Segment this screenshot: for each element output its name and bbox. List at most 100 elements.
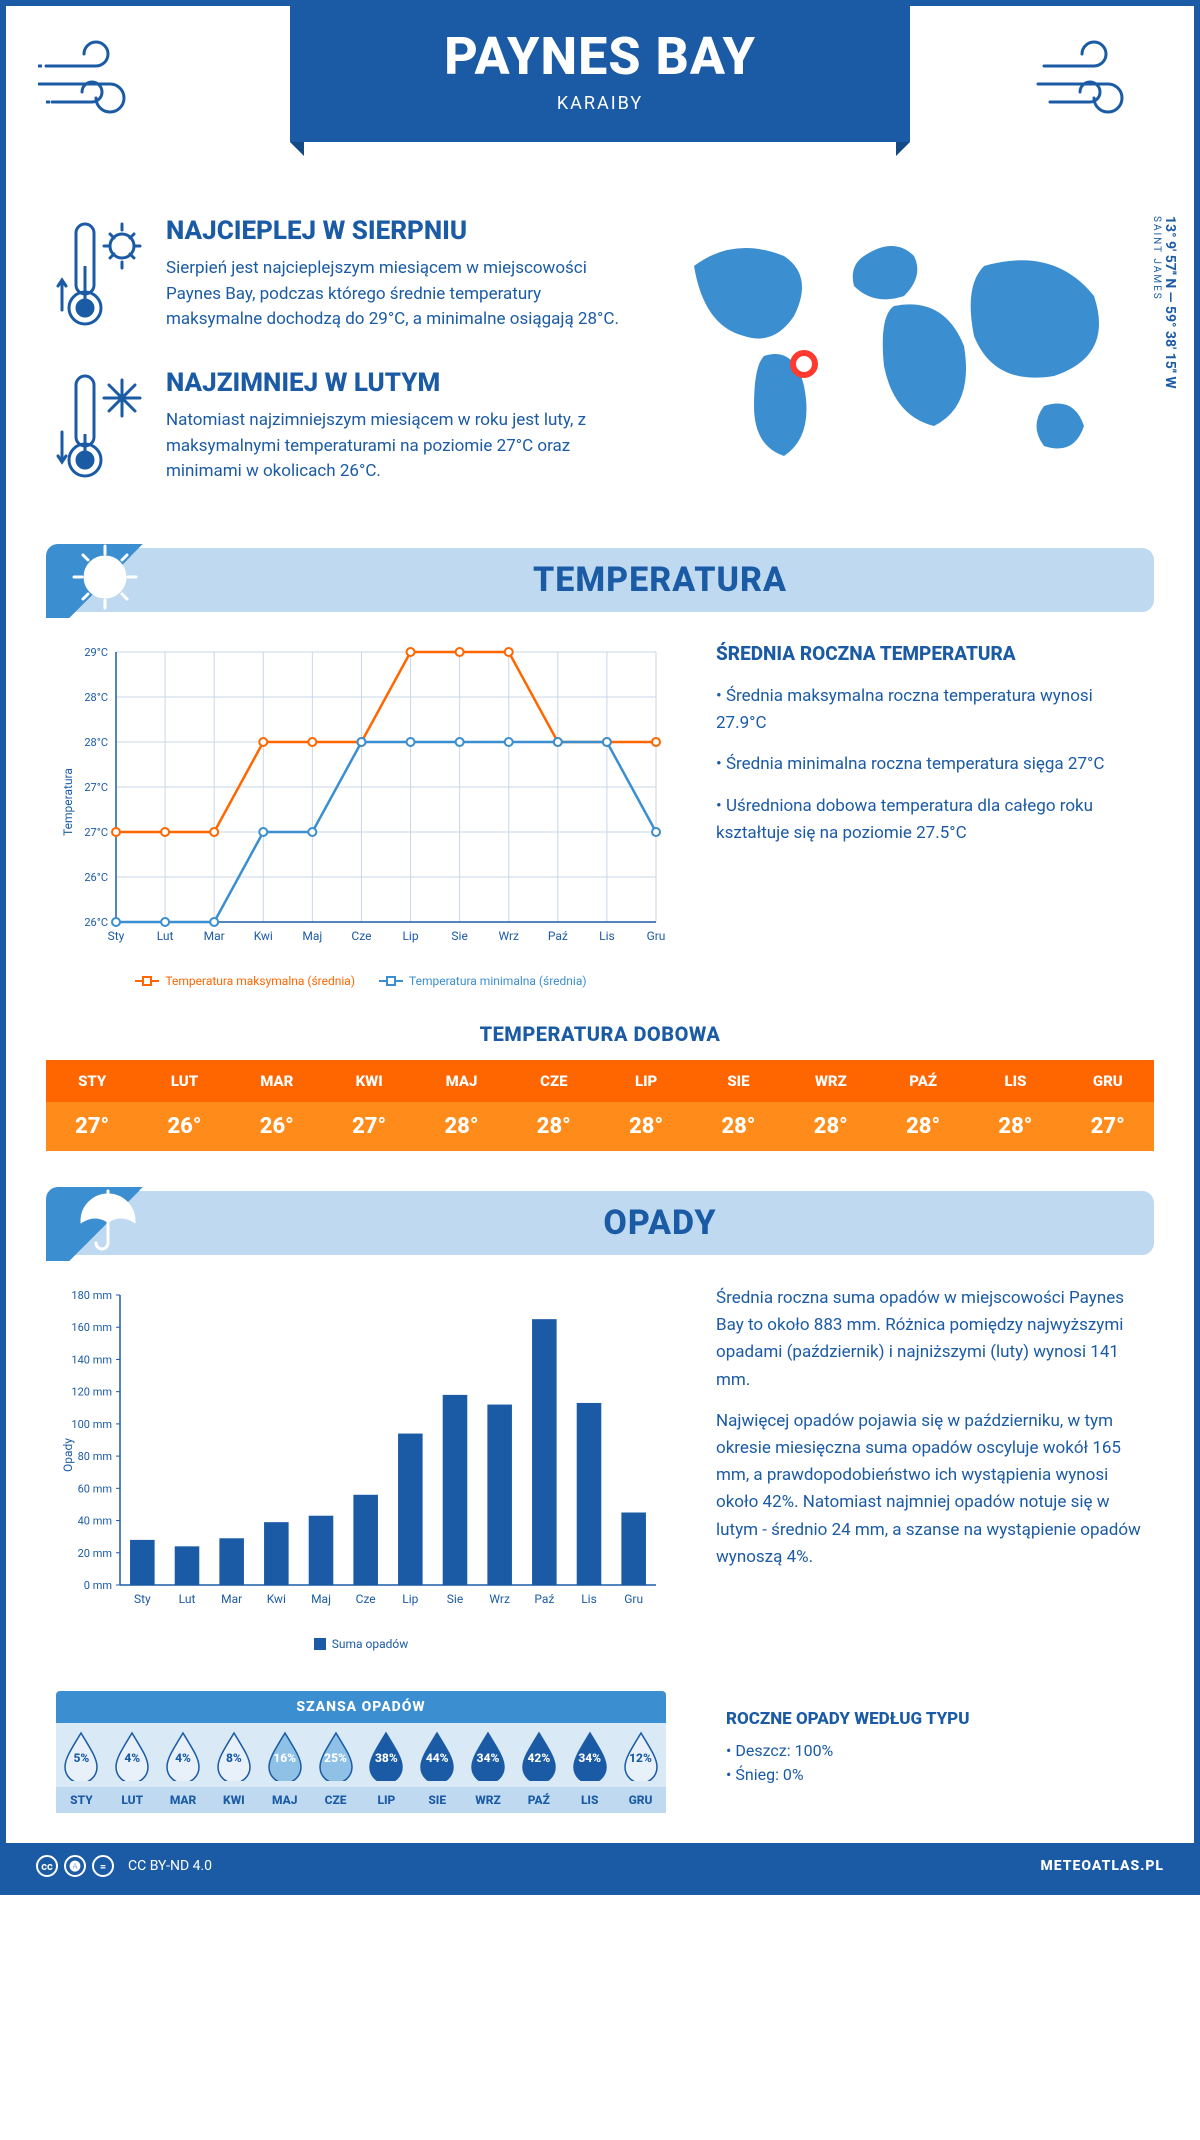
summary-text-col: NAJCIEPLEJ W SIERPNIU Sierpień jest najc… bbox=[56, 216, 624, 520]
temperature-section-header: TEMPERATURA bbox=[46, 548, 1154, 612]
precip-chance-drop: 4% bbox=[158, 1729, 209, 1785]
svg-text:Mar: Mar bbox=[204, 929, 225, 943]
daily-month: GRU bbox=[1062, 1060, 1154, 1102]
svg-text:100 mm: 100 mm bbox=[71, 1418, 112, 1431]
precip-chance-month: LUT bbox=[107, 1787, 158, 1813]
svg-text:Lis: Lis bbox=[599, 929, 615, 943]
temperature-side: ŚREDNIA ROCZNA TEMPERATURA • Średnia mak… bbox=[716, 642, 1144, 988]
world-map: SAINT JAMES 13° 9' 57'' N — 59° 38' 15''… bbox=[664, 216, 1144, 520]
daily-month: PAŹ bbox=[877, 1060, 969, 1102]
precip-chance-drop: 12% bbox=[615, 1729, 666, 1785]
svg-text:Mar: Mar bbox=[221, 1592, 242, 1606]
legend-min: Temperatura minimalna (średnia) bbox=[409, 974, 587, 988]
svg-text:Gru: Gru bbox=[647, 929, 666, 943]
svg-text:Cze: Cze bbox=[351, 929, 371, 943]
daily-month: LUT bbox=[138, 1060, 230, 1102]
daily-value: 28° bbox=[415, 1102, 507, 1151]
coords-text: 13° 9' 57'' N — 59° 38' 15'' W bbox=[1162, 216, 1178, 389]
warmest-title: NAJCIEPLEJ W SIERPNIU bbox=[166, 216, 624, 246]
precip-chance-month: MAR bbox=[158, 1787, 209, 1813]
precip-chance-drop: 34% bbox=[463, 1729, 514, 1785]
precip-chance-month: WRZ bbox=[463, 1787, 514, 1813]
svg-text:Cze: Cze bbox=[356, 1592, 376, 1606]
precipitation-section-title: OPADY bbox=[186, 1203, 1134, 1243]
footer: cc 🅐 = CC BY-ND 4.0 METEOATLAS.PL bbox=[6, 1843, 1194, 1889]
daily-month: KWI bbox=[323, 1060, 415, 1102]
precip-chance-panel: SZANSA OPADÓW 5%4%4%8%16%25%38%44%34%42%… bbox=[56, 1691, 666, 1813]
daily-month: LIP bbox=[600, 1060, 692, 1102]
daily-value: 28° bbox=[877, 1102, 969, 1151]
daily-value: 28° bbox=[969, 1102, 1061, 1151]
precip-p2: Najwięcej opadów pojawia się w październ… bbox=[716, 1408, 1144, 1571]
daily-value: 26° bbox=[231, 1102, 323, 1151]
precip-chance-month: LIP bbox=[361, 1787, 412, 1813]
temperature-legend: Temperatura maksymalna (średnia) Tempera… bbox=[56, 974, 666, 988]
precip-legend: Suma opadów bbox=[332, 1637, 409, 1651]
svg-text:120 mm: 120 mm bbox=[71, 1386, 112, 1399]
svg-text:140 mm: 140 mm bbox=[71, 1353, 112, 1366]
svg-text:26°C: 26°C bbox=[84, 871, 108, 884]
precip-chance-month: KWI bbox=[208, 1787, 259, 1813]
umbrella-icon bbox=[70, 1185, 140, 1255]
precip-type-l1: • Deszcz: 100% bbox=[726, 1739, 1146, 1763]
precip-chance-month: PAŹ bbox=[513, 1787, 564, 1813]
svg-text:0 mm: 0 mm bbox=[84, 1579, 112, 1592]
site-name: METEOATLAS.PL bbox=[1041, 1858, 1164, 1874]
precipitation-side: Średnia roczna suma opadów w miejscowośc… bbox=[716, 1285, 1144, 1651]
temperature-row: 26°C26°C27°C27°C28°C28°C29°CStyLutMarKwi… bbox=[6, 642, 1194, 1008]
daily-month: LIS bbox=[969, 1060, 1061, 1102]
precipitation-row: 0 mm20 mm40 mm60 mm80 mm100 mm120 mm140 … bbox=[6, 1285, 1194, 1671]
daily-value: 28° bbox=[692, 1102, 784, 1151]
precip-type-title: ROCZNE OPADY WEDŁUG TYPU bbox=[726, 1709, 1146, 1729]
temperature-section-title: TEMPERATURA bbox=[186, 560, 1134, 600]
precipitation-chart: 0 mm20 mm40 mm60 mm80 mm100 mm120 mm140 … bbox=[56, 1285, 666, 1651]
svg-text:Maj: Maj bbox=[302, 929, 322, 943]
precip-chance-month: SIE bbox=[412, 1787, 463, 1813]
svg-text:40 mm: 40 mm bbox=[78, 1515, 112, 1528]
svg-text:Wrz: Wrz bbox=[489, 1592, 510, 1606]
svg-text:Lut: Lut bbox=[157, 929, 174, 943]
svg-text:Maj: Maj bbox=[311, 1592, 331, 1606]
coldest-title: NAJZIMNIEJ W LUTYM bbox=[166, 368, 624, 398]
precipitation-section-header: OPADY bbox=[46, 1191, 1154, 1255]
coldest-block: NAJZIMNIEJ W LUTYM Natomiast najzimniejs… bbox=[56, 368, 624, 492]
precip-p1: Średnia roczna suma opadów w miejscowośc… bbox=[716, 1285, 1144, 1394]
svg-text:28°C: 28°C bbox=[84, 736, 108, 749]
daily-month: SIE bbox=[692, 1060, 784, 1102]
daily-value: 27° bbox=[1062, 1102, 1154, 1151]
precip-chance-drop: 25% bbox=[310, 1729, 361, 1785]
warmest-text: Sierpień jest najcieplejszym miesiącem w… bbox=[166, 256, 624, 333]
daily-month: CZE bbox=[508, 1060, 600, 1102]
precip-chance-drop: 5% bbox=[56, 1729, 107, 1785]
svg-text:26°C: 26°C bbox=[84, 916, 108, 929]
daily-month: MAJ bbox=[415, 1060, 507, 1102]
warmest-block: NAJCIEPLEJ W SIERPNIU Sierpień jest najc… bbox=[56, 216, 624, 340]
precip-type-l2: • Śnieg: 0% bbox=[726, 1763, 1146, 1787]
daily-value: 26° bbox=[138, 1102, 230, 1151]
temp-side-b3: • Uśredniona dobowa temperatura dla całe… bbox=[716, 793, 1144, 847]
svg-text:Paź: Paź bbox=[534, 1592, 554, 1606]
daily-value: 28° bbox=[600, 1102, 692, 1151]
svg-text:Gru: Gru bbox=[624, 1592, 643, 1606]
svg-text:20 mm: 20 mm bbox=[78, 1547, 112, 1560]
precip-chance-drop: 8% bbox=[208, 1729, 259, 1785]
temp-side-title: ŚREDNIA ROCZNA TEMPERATURA bbox=[716, 642, 1144, 665]
nd-icon: = bbox=[92, 1855, 114, 1877]
license-text: CC BY-ND 4.0 bbox=[128, 1858, 212, 1874]
svg-text:Opady: Opady bbox=[61, 1438, 75, 1472]
precip-chance-month: MAJ bbox=[259, 1787, 310, 1813]
page-title: PAYNES BAY bbox=[290, 26, 910, 87]
precipitation-legend: Suma opadów bbox=[56, 1637, 666, 1651]
thermometer-cold-icon bbox=[56, 368, 146, 492]
daily-value: 28° bbox=[508, 1102, 600, 1151]
daily-value: 27° bbox=[323, 1102, 415, 1151]
svg-text:180 mm: 180 mm bbox=[71, 1289, 112, 1302]
svg-text:Lip: Lip bbox=[402, 1592, 418, 1606]
license-icons: cc 🅐 = CC BY-ND 4.0 bbox=[36, 1855, 212, 1877]
svg-text:Kwi: Kwi bbox=[254, 929, 273, 943]
svg-text:Sie: Sie bbox=[447, 1592, 463, 1606]
page-subtitle: KARAIBY bbox=[290, 93, 910, 114]
thermometer-hot-icon bbox=[56, 216, 146, 340]
daily-month: WRZ bbox=[785, 1060, 877, 1102]
svg-text:80 mm: 80 mm bbox=[78, 1450, 112, 1463]
